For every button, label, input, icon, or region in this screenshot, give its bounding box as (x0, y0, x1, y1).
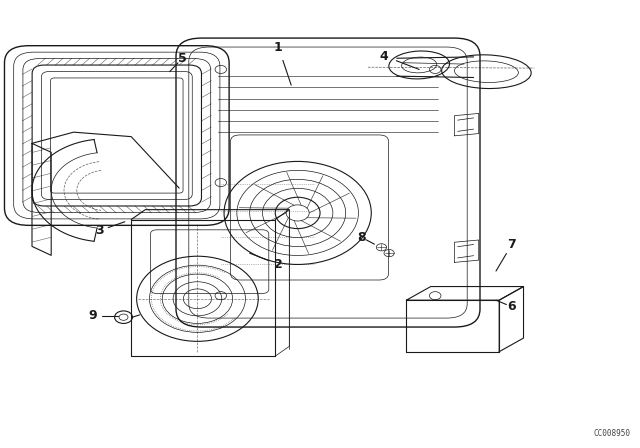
Text: 7: 7 (508, 237, 516, 251)
Text: CC008950: CC008950 (593, 429, 630, 438)
Text: 1: 1 (274, 40, 283, 54)
Text: 6: 6 (508, 300, 516, 314)
Text: 9: 9 (88, 309, 97, 323)
Text: 5: 5 (178, 52, 187, 65)
Text: 3: 3 (95, 224, 104, 237)
Text: 8: 8 (357, 231, 366, 244)
Text: 4: 4 (380, 49, 388, 63)
Text: 2: 2 (274, 258, 283, 271)
